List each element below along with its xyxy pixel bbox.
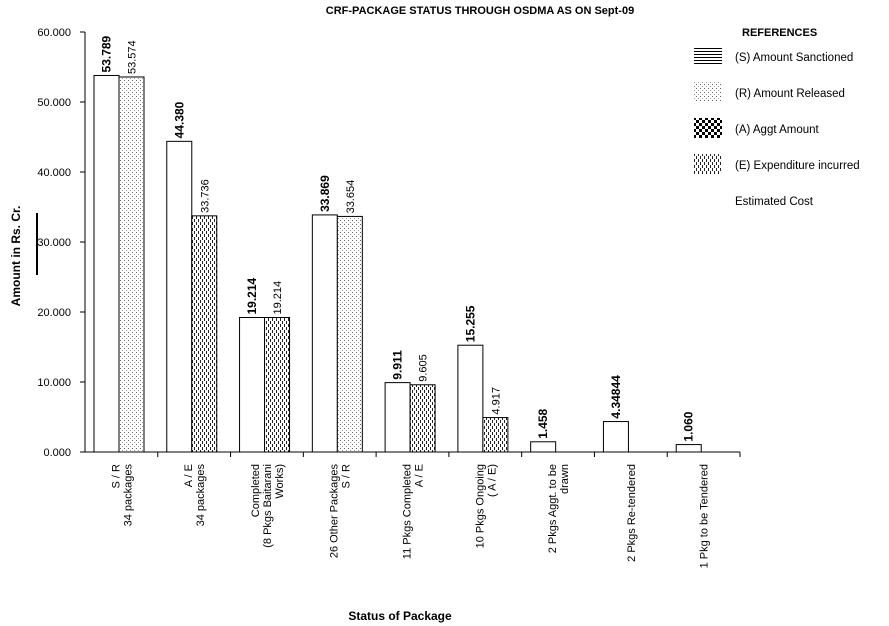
x-category-label: Completed (8 Pkgs Baitarani Works): [250, 464, 286, 548]
bar: [264, 317, 291, 453]
bar: [457, 344, 484, 453]
bar: [311, 214, 338, 453]
bar: [336, 215, 363, 453]
bar-value-label: 33.869: [318, 175, 332, 212]
x-category-line: Works): [274, 464, 286, 499]
x-category-line: ( A / E): [486, 464, 498, 497]
legend-title: REFERENCES: [742, 27, 817, 39]
y-tick-label: 10.000: [37, 377, 71, 389]
bar: [118, 76, 145, 453]
bar: [530, 441, 557, 453]
legend-label: (A) Aggt Amount: [735, 124, 820, 136]
y-tick-label: 0.000: [43, 447, 71, 459]
x-category-line: (8 Pkgs Baitarani: [262, 464, 274, 548]
bar-value-label: 53.574: [127, 40, 139, 74]
x-category-label: 2 Pkgs Re-tendered: [626, 464, 638, 562]
x-axis: S / R 34 packages A / E 34 packages Complete…: [85, 451, 741, 568]
x-category-label: 2 Pkgs Aggt. to be drawn: [547, 464, 571, 553]
x-category-line: drawn: [559, 464, 571, 494]
bar-value-label: 33.736: [199, 179, 211, 213]
x-category-line: 2 Pkgs Re-tendered: [626, 464, 638, 562]
bar: [384, 382, 411, 453]
y-tick-label: 60.000: [37, 27, 71, 39]
bar-value-label: 33.654: [345, 180, 357, 214]
bar-value-label: 9.605: [418, 354, 430, 382]
x-category-label: 10 Pkgs Ongoing( A / E): [474, 464, 498, 548]
x-category-label: 26 Other Packages S / R: [329, 464, 353, 559]
legend-swatch: [694, 118, 722, 138]
chart-title: CRF-PACKAGE STATUS THROUGH OSDMA AS ON S…: [326, 5, 634, 17]
legend: REFERENCES (S) Amount Sanctioned (R) Amou…: [694, 27, 860, 208]
x-category-label: 11 Pkgs Completed A / E: [402, 464, 426, 559]
y-tick-label: 20.000: [37, 307, 71, 319]
bar-value-label: 19.214: [272, 281, 284, 315]
bar-value-label: 1.060: [682, 411, 696, 441]
legend-swatch: [694, 154, 722, 174]
bar-value-label: 19.214: [245, 277, 259, 314]
x-category-line: S / R: [110, 464, 122, 489]
x-category-line: 26 Other Packages: [329, 464, 341, 559]
bar: [409, 384, 436, 453]
bar-value-label: 1.458: [536, 408, 550, 438]
bar-value-label: 15.255: [463, 305, 477, 342]
legend-label: (E) Expenditure incurred: [735, 160, 860, 172]
bar-value-label: 53.789: [100, 35, 114, 72]
x-category-label: 1 Pkg to be Tendered: [699, 464, 711, 568]
bar: [602, 421, 629, 453]
x-category-line: 34 packages: [195, 464, 207, 527]
bar-value-label: 4.917: [490, 387, 502, 415]
legend-swatch: [694, 46, 722, 66]
x-category-line: A / E: [414, 464, 426, 487]
bar-series: 53.789 53.574 44.380 33.736 19.214 19.214 33.8…: [93, 35, 702, 453]
bar: [482, 417, 509, 453]
x-category-line: Completed: [250, 464, 262, 517]
y-tick-label: 40.000: [37, 167, 71, 179]
bar-value-label: 44.380: [172, 101, 186, 138]
legend-label: (R) Amount Released: [735, 88, 845, 100]
y-tick-label: 30.000: [37, 237, 71, 249]
x-category-line: 11 Pkgs Completed: [402, 464, 414, 559]
legend-label: (S) Amount Sanctioned: [735, 52, 853, 64]
y-tick-label: 50.000: [37, 97, 71, 109]
bar-value-label: 9.911: [391, 350, 405, 380]
bar: [675, 444, 702, 453]
x-category-line: 2 Pkgs Aggt. to be: [547, 464, 559, 553]
bar: [166, 140, 193, 453]
x-category-line: A / E: [183, 464, 195, 487]
bar: [191, 215, 218, 453]
legend-label: Estimated Cost: [735, 196, 814, 208]
x-axis-label: Status of Package: [348, 609, 452, 623]
bar: [239, 317, 266, 453]
x-category-line: 10 Pkgs Ongoing: [474, 464, 486, 548]
bar: [93, 74, 120, 453]
x-category-line: 1 Pkg to be Tendered: [699, 464, 711, 568]
x-category-line: 34 packages: [122, 464, 134, 527]
legend-swatch: [694, 82, 722, 102]
y-axis: 0.000 10.000 20.000 30.000 40.000 50.000 60.00…: [37, 27, 86, 459]
y-axis-label: Amount in Rs. Cr.: [9, 206, 23, 307]
x-category-label: A / E 34 packages: [183, 464, 207, 527]
x-category-line: S / R: [341, 464, 353, 489]
x-category-label: S / R 34 packages: [110, 464, 134, 527]
bar-value-label: 4.34844: [609, 375, 623, 419]
